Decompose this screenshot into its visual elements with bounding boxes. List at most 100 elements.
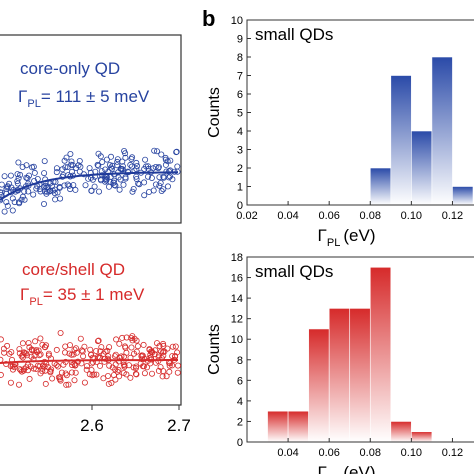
data-point — [134, 343, 141, 350]
data-point — [30, 365, 37, 372]
data-point — [0, 181, 5, 188]
data-point — [167, 157, 174, 164]
data-point — [23, 162, 30, 169]
data-point — [9, 207, 16, 214]
y-axis-label: Counts — [206, 87, 223, 138]
data-point — [86, 165, 93, 172]
data-point — [31, 352, 38, 359]
data-point — [14, 178, 21, 185]
data-point — [121, 363, 128, 370]
data-point — [106, 344, 113, 351]
data-point — [155, 352, 162, 359]
data-point — [76, 168, 83, 175]
data-point — [42, 182, 49, 189]
x-axis-label: ΓPL(eV) — [318, 463, 376, 474]
annotation-line1: core-only QD — [20, 59, 120, 78]
data-point — [7, 172, 14, 179]
data-point — [141, 370, 148, 377]
histogram-top: 0 1 2 3 4 5 6 7 8 9 10 0.02 0.04 0.06 0.08 0.10 0.12 smal… — [206, 15, 474, 249]
data-point — [0, 356, 4, 363]
data-point — [14, 180, 21, 187]
data-point — [143, 364, 150, 371]
data-point — [64, 163, 71, 170]
data-point — [95, 338, 102, 345]
data-point — [141, 192, 148, 199]
y-tick-label: 9 — [237, 34, 243, 46]
data-point — [121, 147, 128, 154]
data-point — [53, 169, 60, 176]
data-point — [41, 158, 48, 165]
data-point — [61, 157, 68, 164]
data-point — [142, 156, 149, 163]
data-point — [111, 353, 118, 360]
data-point — [26, 375, 33, 382]
data-point — [128, 344, 135, 351]
data-point — [169, 176, 176, 183]
histogram-title: small QDs — [255, 262, 333, 281]
data-point — [128, 155, 135, 162]
data-point — [174, 349, 181, 356]
data-point — [114, 156, 121, 163]
data-point — [43, 184, 50, 191]
data-point — [63, 372, 70, 379]
data-point — [57, 329, 64, 336]
data-point — [134, 162, 141, 169]
data-point — [8, 349, 15, 356]
data-point — [123, 349, 130, 356]
data-point — [15, 381, 22, 388]
data-point — [160, 340, 167, 347]
data-point — [108, 164, 115, 171]
gamma-subscript: PL — [27, 98, 40, 110]
data-point — [19, 351, 26, 358]
scatter-panel-core-shell: core/shell QD ΓPL= 35 ± 1 meV 2.6 2.7 — [0, 232, 191, 435]
histogram-bar — [287, 410, 309, 443]
data-point — [166, 168, 173, 175]
data-point — [72, 369, 79, 376]
data-point — [25, 172, 32, 179]
histogram-bar — [431, 56, 453, 206]
data-point — [133, 159, 140, 166]
data-point — [112, 361, 119, 368]
y-tick-label: 16 — [231, 273, 243, 285]
data-point — [156, 174, 163, 181]
x-tick-label: 2.7 — [167, 416, 191, 435]
data-point — [174, 362, 181, 369]
data-point — [141, 179, 148, 186]
data-point — [0, 189, 5, 196]
data-point — [141, 165, 148, 172]
data-point — [77, 335, 84, 342]
y-tick-label: 14 — [231, 293, 243, 305]
data-point — [108, 379, 115, 386]
data-point — [98, 177, 105, 184]
data-point — [104, 347, 111, 354]
data-point — [93, 347, 100, 354]
data-point — [109, 364, 116, 371]
data-point — [16, 200, 23, 207]
data-point — [161, 348, 168, 355]
data-point — [33, 365, 40, 372]
data-point — [130, 185, 137, 192]
histogram-bar — [308, 328, 330, 443]
data-point — [73, 164, 80, 171]
data-point — [109, 165, 116, 172]
data-point — [123, 334, 130, 341]
data-point — [148, 370, 155, 377]
data-point — [96, 188, 103, 195]
histogram-bottom: 0 2 4 6 8 10 12 14 16 18 0.04 0.06 0.08 0.10 0.12 small… — [206, 252, 474, 474]
data-point — [147, 348, 154, 355]
data-point — [132, 365, 139, 372]
histogram-title: small QDs — [255, 25, 333, 44]
panel-label-b: b — [202, 6, 215, 31]
data-point — [58, 369, 65, 376]
data-point — [164, 158, 171, 165]
data-point — [115, 358, 122, 365]
x-tick-label: 0.08 — [360, 210, 381, 222]
data-point — [105, 380, 112, 387]
data-point — [83, 363, 90, 370]
data-point — [116, 186, 123, 193]
data-point — [129, 188, 136, 195]
data-point — [47, 369, 54, 376]
data-point — [144, 163, 151, 170]
data-point — [166, 362, 173, 369]
gamma-symbol: Γ — [20, 285, 29, 304]
